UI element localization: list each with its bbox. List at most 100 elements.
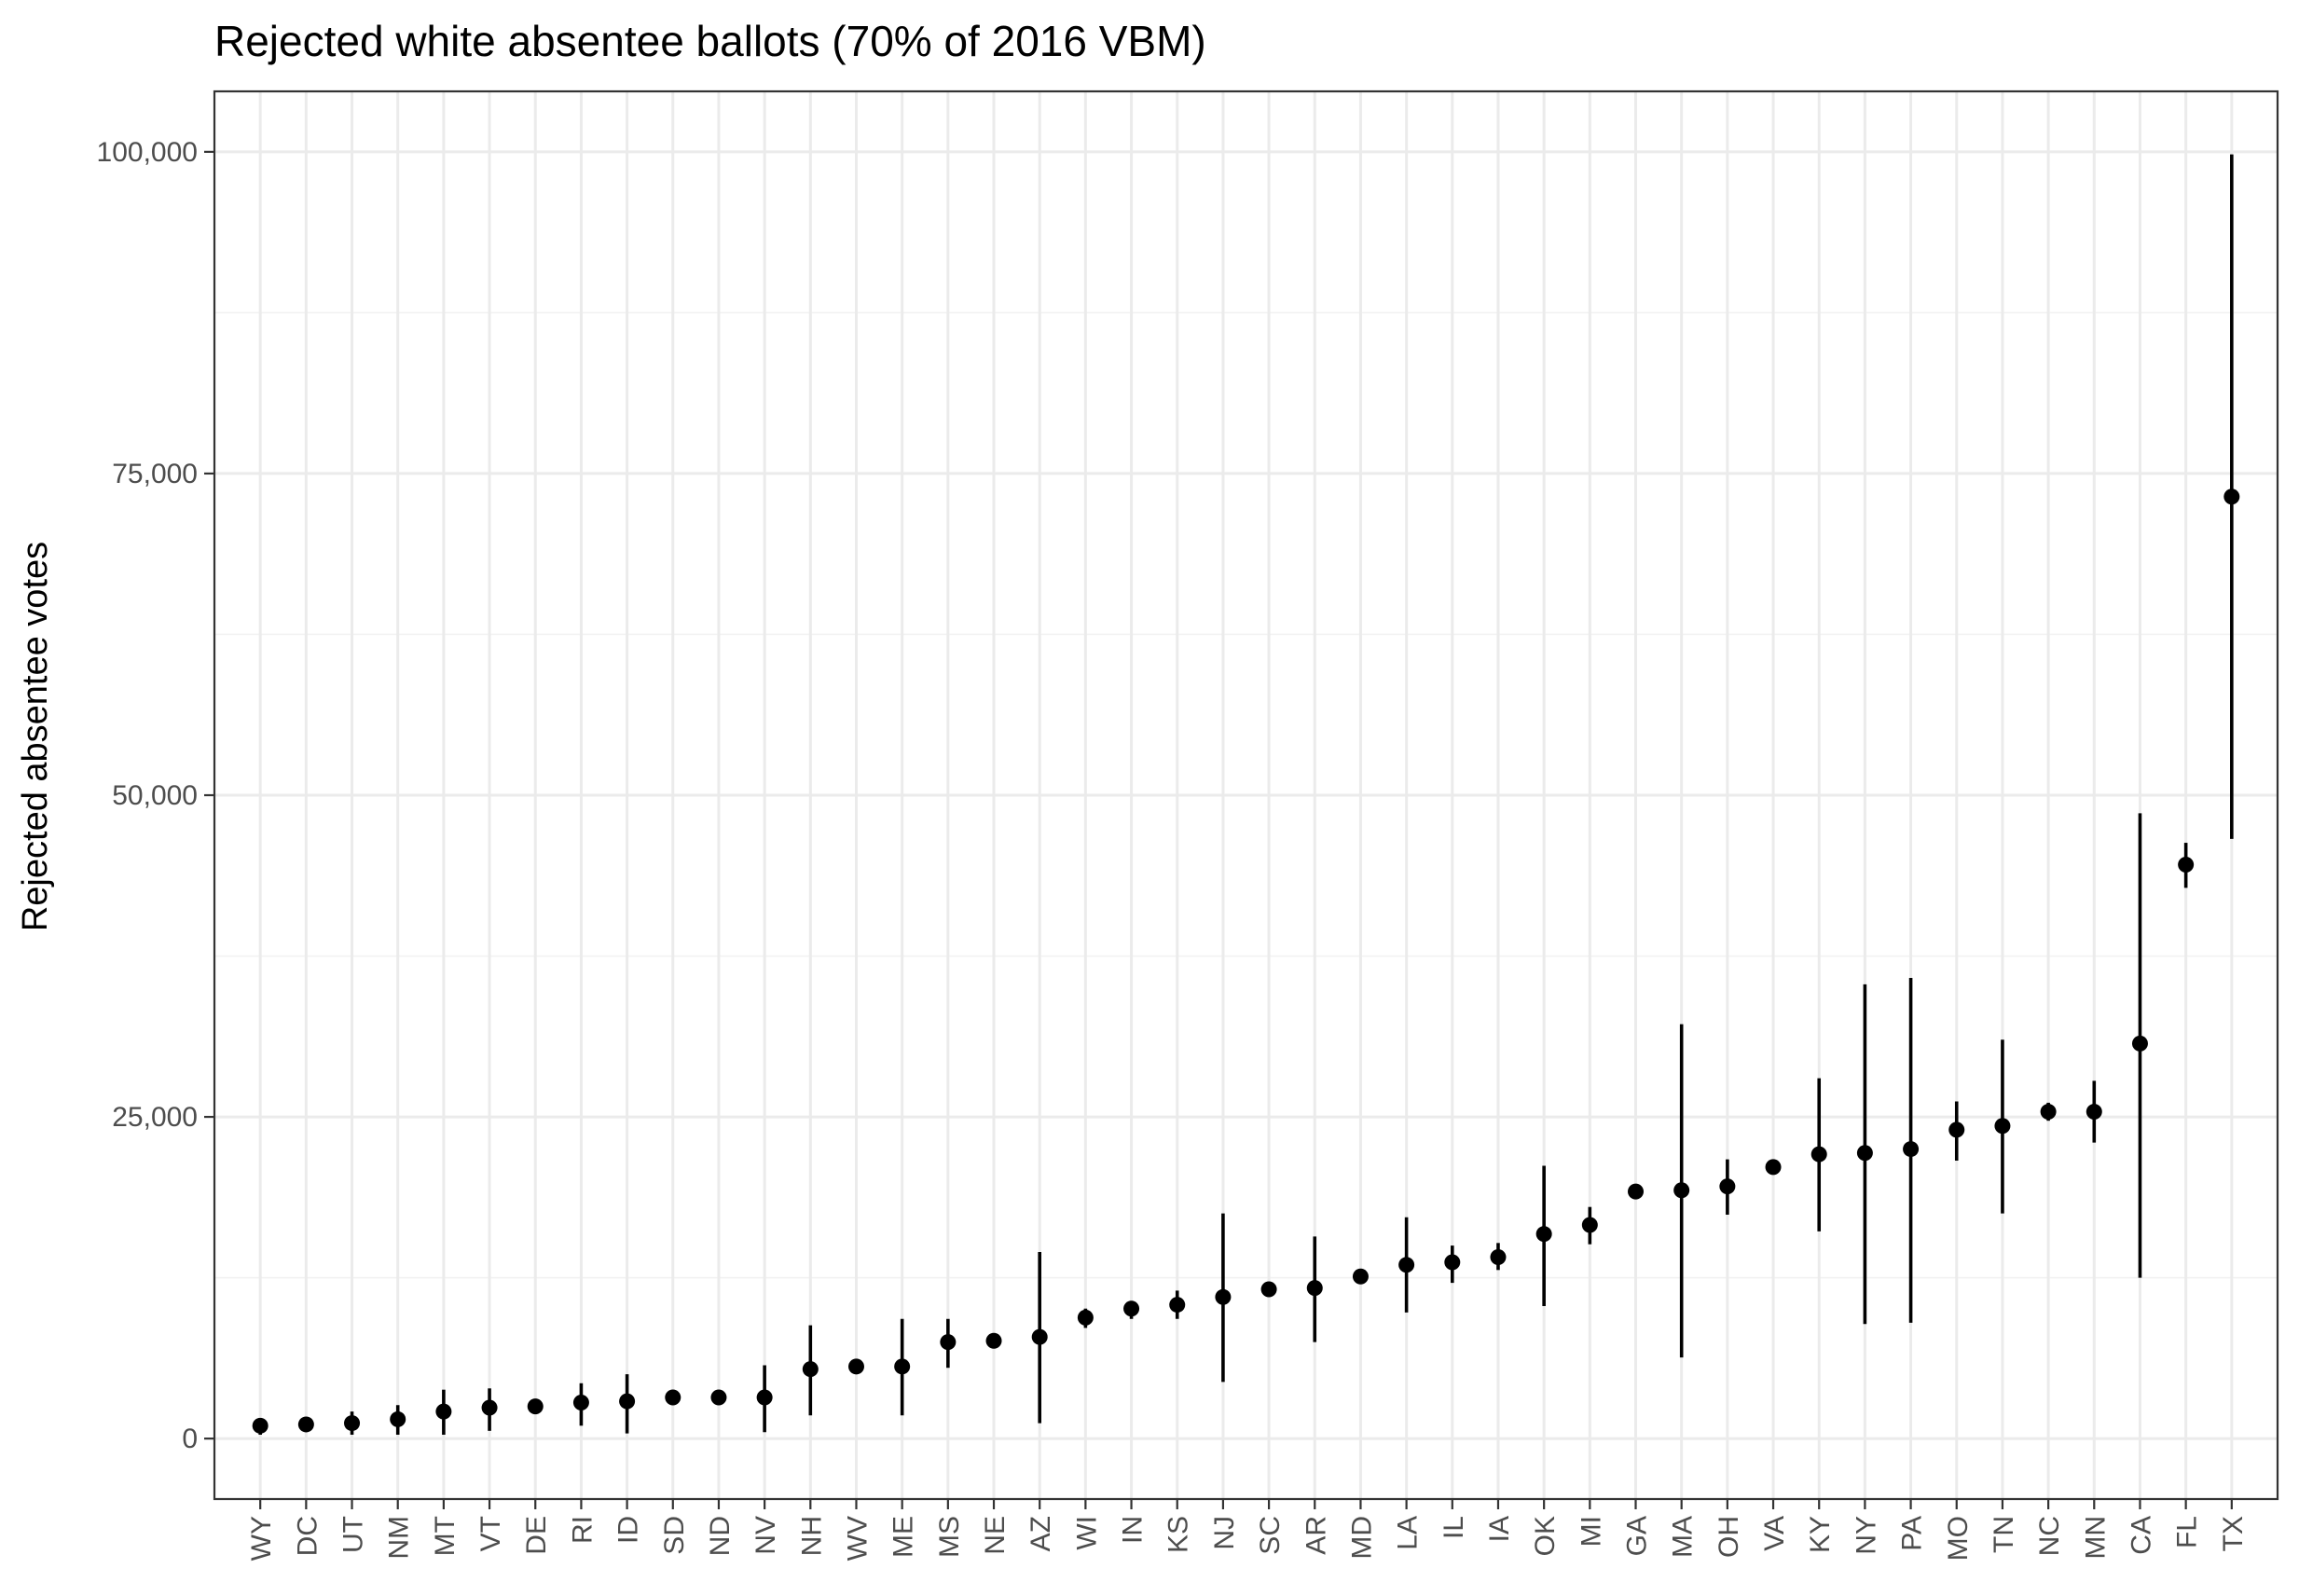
data-point-ga bbox=[1628, 1183, 1645, 1200]
x-tick-label-sd: SD bbox=[659, 1516, 690, 1555]
data-point-ut bbox=[344, 1415, 361, 1432]
data-point-dc bbox=[297, 1416, 314, 1433]
x-tick-label-wv: WV bbox=[842, 1516, 873, 1561]
data-point-in bbox=[1123, 1300, 1140, 1317]
data-point-oh bbox=[1719, 1178, 1736, 1195]
data-point-sc bbox=[1260, 1281, 1277, 1298]
y-tick-label: 75,000 bbox=[112, 459, 198, 489]
x-tick-label-ri: RI bbox=[567, 1516, 598, 1544]
data-point-tn bbox=[1994, 1118, 2011, 1135]
data-point-nm bbox=[390, 1410, 406, 1427]
x-tick-label-ky: KY bbox=[1805, 1516, 1836, 1553]
x-tick-label-az: AZ bbox=[1026, 1516, 1056, 1551]
data-point-fl bbox=[2178, 857, 2195, 874]
x-tick-label-vt: VT bbox=[475, 1516, 506, 1551]
data-point-mt bbox=[435, 1403, 452, 1420]
x-tick-label-mn: MN bbox=[2080, 1516, 2111, 1560]
data-point-vt bbox=[481, 1399, 498, 1416]
x-tick-label-wy: WY bbox=[246, 1516, 277, 1561]
data-point-nh bbox=[802, 1361, 819, 1378]
data-point-ma bbox=[1673, 1182, 1690, 1199]
x-tick-label-id: ID bbox=[613, 1516, 644, 1544]
data-point-ca bbox=[2131, 1035, 2148, 1052]
y-tick-label: 50,000 bbox=[112, 780, 198, 811]
data-point-mo bbox=[1948, 1121, 1965, 1138]
x-tick-label-nm: NM bbox=[384, 1516, 415, 1560]
data-point-pa bbox=[1903, 1141, 1920, 1158]
x-tick-label-ma: MA bbox=[1668, 1516, 1699, 1558]
data-point-wv bbox=[847, 1358, 864, 1375]
data-point-nj bbox=[1215, 1288, 1232, 1305]
data-point-wi bbox=[1077, 1309, 1094, 1326]
data-point-az bbox=[1031, 1328, 1048, 1345]
x-tick-label-nd: ND bbox=[705, 1516, 736, 1556]
x-tick-label-ca: CA bbox=[2126, 1516, 2156, 1555]
data-point-la bbox=[1398, 1257, 1415, 1273]
x-tick-label-wi: WI bbox=[1071, 1516, 1102, 1550]
data-point-ia bbox=[1490, 1249, 1507, 1266]
data-point-ky bbox=[1810, 1146, 1827, 1163]
x-tick-label-nc: NC bbox=[2034, 1516, 2065, 1556]
data-point-ny bbox=[1856, 1145, 1873, 1162]
x-tick-label-ga: GA bbox=[1622, 1516, 1653, 1556]
x-tick-label-nv: NV bbox=[750, 1516, 781, 1555]
x-tick-label-sc: SC bbox=[1255, 1516, 1286, 1555]
x-tick-label-de: DE bbox=[521, 1516, 552, 1555]
x-tick-label-ok: OK bbox=[1530, 1516, 1561, 1556]
data-point-nd bbox=[710, 1389, 727, 1406]
data-point-nv bbox=[756, 1389, 773, 1406]
x-tick-label-la: LA bbox=[1393, 1516, 1424, 1550]
data-point-ok bbox=[1535, 1226, 1552, 1243]
data-point-il bbox=[1444, 1254, 1461, 1271]
x-tick-label-fl: FL bbox=[2172, 1516, 2203, 1548]
x-tick-label-dc: DC bbox=[292, 1516, 323, 1556]
x-tick-label-me: ME bbox=[888, 1516, 919, 1558]
x-tick-label-tn: TN bbox=[1989, 1516, 2019, 1553]
data-point-va bbox=[1765, 1159, 1782, 1176]
x-tick-label-mi: MI bbox=[1576, 1516, 1606, 1547]
x-tick-label-va: VA bbox=[1759, 1516, 1790, 1551]
y-axis-tick-labels: 0 25,000 50,000 75,000 100,000 bbox=[97, 137, 198, 1454]
x-tick-label-nh: NH bbox=[796, 1516, 827, 1556]
x-tick-label-pa: PA bbox=[1897, 1516, 1928, 1551]
data-point-de bbox=[527, 1398, 544, 1415]
x-tick-label-nj: NJ bbox=[1209, 1516, 1240, 1550]
data-point-md bbox=[1352, 1268, 1369, 1285]
x-axis-tick-labels: WY DC UT NM MT VT DE RI ID SD ND NV NH WV ME MS NE AZ WI IN… bbox=[246, 1516, 2249, 1561]
data-point-mn bbox=[2086, 1104, 2102, 1121]
y-tick-label: 100,000 bbox=[97, 137, 198, 168]
data-point-ms bbox=[940, 1334, 957, 1351]
x-tick-label-ne: NE bbox=[980, 1516, 1011, 1555]
data-points bbox=[252, 488, 2240, 1434]
y-tick-label: 0 bbox=[182, 1424, 198, 1454]
data-point-mi bbox=[1581, 1217, 1598, 1233]
x-tick-label-md: MD bbox=[1346, 1516, 1377, 1560]
data-point-nc bbox=[2040, 1104, 2057, 1121]
data-point-ks bbox=[1169, 1297, 1186, 1314]
x-tick-label-in: IN bbox=[1118, 1516, 1149, 1544]
x-tick-label-ks: KS bbox=[1163, 1516, 1194, 1553]
chart-title: Rejected white absentee ballots (70% of … bbox=[214, 17, 1206, 65]
data-point-ar bbox=[1306, 1280, 1323, 1297]
axis-ticks bbox=[204, 150, 2233, 1509]
x-tick-label-mo: MO bbox=[1943, 1516, 1974, 1561]
x-tick-label-ar: AR bbox=[1301, 1516, 1331, 1555]
x-tick-label-tx: TX bbox=[2218, 1516, 2249, 1551]
data-point-id bbox=[619, 1393, 636, 1410]
x-tick-label-oh: OH bbox=[1714, 1516, 1744, 1558]
data-point-wy bbox=[252, 1417, 268, 1434]
y-tick-label: 25,000 bbox=[112, 1102, 198, 1133]
data-point-ne bbox=[985, 1332, 1002, 1349]
x-tick-label-ut: UT bbox=[338, 1516, 369, 1553]
x-tick-label-mt: MT bbox=[430, 1516, 461, 1556]
data-point-sd bbox=[665, 1389, 681, 1406]
x-tick-label-il: IL bbox=[1439, 1516, 1469, 1539]
data-point-ri bbox=[572, 1394, 589, 1410]
y-axis-title: Rejected absentee votes bbox=[16, 542, 55, 931]
data-point-me bbox=[894, 1358, 911, 1375]
x-tick-label-ny: NY bbox=[1851, 1516, 1881, 1555]
data-point-tx bbox=[2223, 488, 2240, 505]
x-tick-label-ms: MS bbox=[934, 1516, 965, 1558]
